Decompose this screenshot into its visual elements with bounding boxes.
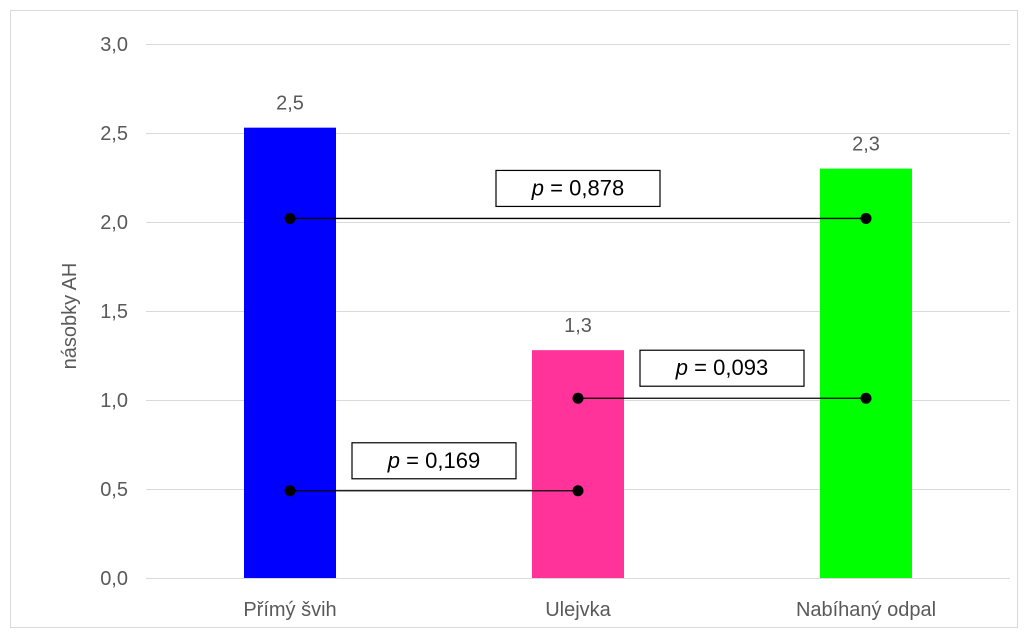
x-tick-label: Přímý švih [243, 599, 336, 621]
y-tick-label: 0,5 [100, 479, 128, 501]
x-tick-label: Nabíhaný odpal [796, 599, 936, 621]
data-label: 2,3 [852, 134, 880, 156]
p-value-label: p = 0,878 [531, 175, 624, 200]
x-axis-ticks: Přímý švih Ulejvka Nabíhaný odpal [243, 599, 936, 621]
data-labels: 2,5 1,3 2,3 [276, 93, 880, 338]
data-label: 1,3 [564, 315, 592, 337]
comparison-endpoint [572, 485, 584, 497]
data-label: 2,5 [276, 93, 304, 115]
y-tick-label: 2,5 [100, 123, 128, 145]
comparison-endpoint [284, 485, 296, 497]
y-axis-label: násobky AH [59, 263, 81, 370]
comparison-endpoint [860, 212, 872, 224]
comparison-endpoint [284, 212, 296, 224]
bar [532, 350, 624, 578]
y-tick-label: 2,0 [100, 212, 128, 234]
x-tick-label: Ulejvka [545, 599, 611, 621]
bar [820, 168, 912, 578]
y-tick-label: 1,5 [100, 301, 128, 323]
y-axis-ticks: 0,0 0,5 1,0 1,5 2,0 2,5 3,0 [100, 34, 128, 590]
y-tick-label: 1,0 [100, 390, 128, 412]
comparison-endpoint [572, 392, 584, 404]
p-value-label: p = 0,093 [675, 355, 768, 380]
significance-comparisons: p = 0,878 p = 0,093 p = 0,169 [284, 169, 872, 497]
y-tick-label: 3,0 [100, 34, 128, 56]
p-value-box [351, 442, 517, 480]
y-tick-label: 0,0 [100, 568, 128, 590]
comparison-endpoint [860, 392, 872, 404]
p-value-box [495, 169, 661, 208]
p-value-label: p = 0,169 [387, 448, 480, 473]
p-value-box [639, 349, 805, 387]
bar [244, 127, 336, 578]
bars [244, 127, 912, 578]
